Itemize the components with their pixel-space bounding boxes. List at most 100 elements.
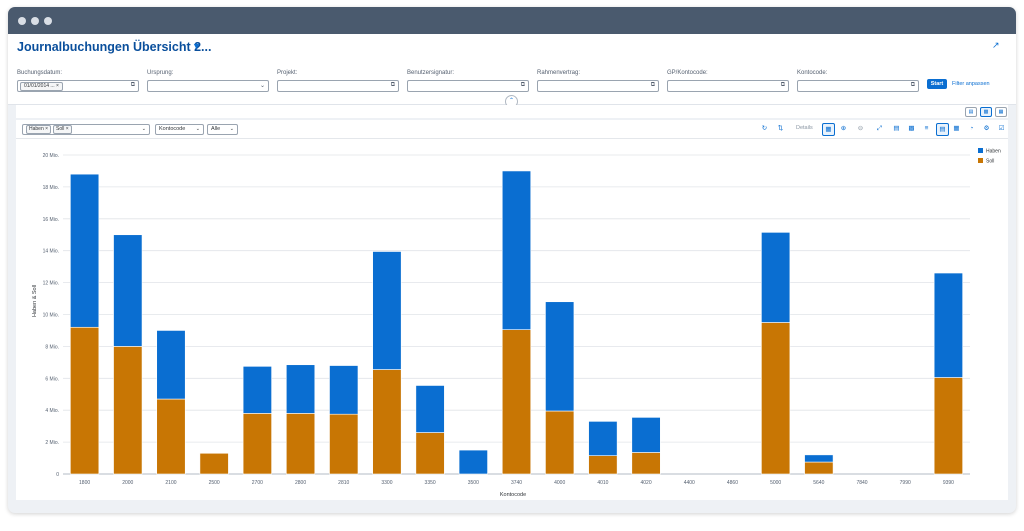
chart-view-icon[interactable]: ▩ xyxy=(980,107,992,117)
framework-contract-input[interactable]: ⧉ xyxy=(537,80,659,92)
bar-haben-3350[interactable] xyxy=(415,385,445,433)
bar-soll-4020[interactable] xyxy=(631,452,661,475)
filter-label: Kontocode: xyxy=(797,70,828,76)
chart-legend[interactable]: Haben Soll xyxy=(978,148,1001,165)
bar-soll-2000[interactable] xyxy=(113,346,143,475)
x-tick-label: 4020 xyxy=(641,480,652,486)
window-maximize-dot[interactable] xyxy=(44,17,52,25)
drill-icon[interactable]: ↻ xyxy=(761,125,768,132)
bar-haben-2100[interactable] xyxy=(156,330,186,400)
bar-haben-4020[interactable] xyxy=(631,417,661,453)
settings-icon[interactable]: ⚙ xyxy=(983,125,990,132)
x-axis-label: Kontocode xyxy=(500,492,526,498)
chevron-down-icon[interactable]: ⌄ xyxy=(141,126,146,132)
chart-table-view-icon[interactable]: ▦ xyxy=(995,107,1007,117)
bar-haben-3740[interactable] xyxy=(501,170,532,330)
origin-select[interactable]: ⌄ xyxy=(147,80,269,92)
bar-soll-2700[interactable] xyxy=(242,413,272,475)
bar-soll-2800[interactable] xyxy=(285,413,316,475)
dimension-select[interactable]: Kontocode ⌄ xyxy=(155,124,204,135)
sort-icon[interactable]: ⇅ xyxy=(777,125,784,132)
measure-token[interactable]: Haben × xyxy=(26,125,52,134)
bar-soll-3350[interactable] xyxy=(415,432,445,475)
chart-bars xyxy=(70,170,963,475)
account-code-input[interactable]: ⧉ xyxy=(797,80,919,92)
bar-soll-2500[interactable] xyxy=(199,452,229,475)
measure-select[interactable]: Haben × Soll × ⌄ xyxy=(22,124,150,135)
page-title[interactable]: Journalbuchungen Übersicht 2... xyxy=(17,40,212,54)
stacked-column-icon[interactable]: ▦ xyxy=(953,125,960,132)
bp-account-input[interactable]: ⧉ xyxy=(667,80,789,92)
chevron-down-icon[interactable]: ⌄ xyxy=(229,126,234,132)
scope-value: Alle xyxy=(211,126,221,132)
bar-soll-3300[interactable] xyxy=(372,369,402,475)
bar-haben-9390[interactable] xyxy=(933,272,963,378)
window-minimize-dot[interactable] xyxy=(31,17,39,25)
bar-soll-3740[interactable] xyxy=(501,329,532,475)
bar-haben-3500[interactable] xyxy=(458,449,488,475)
chevron-down-icon[interactable]: ⌄ xyxy=(195,126,200,132)
bar-haben-4000[interactable] xyxy=(545,301,575,412)
chevron-down-icon[interactable]: ▼ xyxy=(192,41,201,51)
bar-haben-2700[interactable] xyxy=(242,366,272,414)
legend-label[interactable]: Soll xyxy=(986,159,994,165)
legend-swatch[interactable] xyxy=(978,158,983,163)
bar-soll-9390[interactable] xyxy=(933,377,963,475)
donut-icon[interactable]: ◔ xyxy=(969,125,974,132)
measure-token[interactable]: Soll × xyxy=(53,125,72,134)
legend-swatch[interactable] xyxy=(978,148,983,153)
filter-token[interactable]: 01/01/2014 ... × xyxy=(20,82,63,91)
legend-label[interactable]: Haben xyxy=(986,149,1001,155)
bar-soll-2100[interactable] xyxy=(156,398,186,475)
project-input[interactable]: ⧉ xyxy=(277,80,399,92)
y-tick-label: 8 Mio. xyxy=(45,344,59,350)
bar-haben-4010[interactable] xyxy=(588,421,618,456)
column-chart-icon[interactable]: ▩ xyxy=(908,125,915,132)
bar-haben-5640[interactable] xyxy=(804,454,834,463)
filter-label: Projekt: xyxy=(277,70,298,76)
x-tick-label: 3300 xyxy=(381,480,392,486)
bar-haben-2800[interactable] xyxy=(285,364,316,414)
value-help-icon[interactable]: ⧉ xyxy=(650,82,655,88)
table-view-icon[interactable]: ▤ xyxy=(965,107,977,117)
start-button[interactable]: Start xyxy=(927,79,947,89)
bar-soll-2810[interactable] xyxy=(329,413,359,475)
legend-icon[interactable]: ▦ xyxy=(822,123,835,136)
window-close-dot[interactable] xyxy=(18,17,26,25)
bar-haben-1800[interactable] xyxy=(70,173,100,328)
bar-soll-1800[interactable] xyxy=(70,326,100,475)
details-button[interactable]: Details xyxy=(796,125,813,131)
y-axis-ticks: 0 2 Mio. 4 Mio. 6 Mio. 8 Mio. 10 Mio. 12 Mio. 1… xyxy=(43,153,60,478)
value-help-icon[interactable]: ⧉ xyxy=(780,82,785,88)
bar-soll-4000[interactable] xyxy=(545,410,575,475)
scope-select[interactable]: Alle ⌄ xyxy=(207,124,238,135)
fullscreen-icon[interactable]: ⤢ xyxy=(876,125,883,132)
y-tick-label: 2 Mio. xyxy=(45,440,59,446)
bar-horizontal-icon[interactable]: ≡ xyxy=(924,125,929,132)
value-help-icon[interactable]: ⧉ xyxy=(390,82,395,88)
chevron-down-icon[interactable]: ⌄ xyxy=(259,83,265,89)
checklist-icon[interactable]: ☑ xyxy=(998,125,1005,132)
bar-haben-2810[interactable] xyxy=(329,365,359,415)
value-help-icon[interactable]: ⧉ xyxy=(130,82,135,88)
user-signature-input[interactable]: ⧉ xyxy=(407,80,529,92)
bar-haben-3300[interactable] xyxy=(372,251,402,370)
share-icon[interactable]: ↗ xyxy=(992,40,1000,50)
date-filter-input[interactable]: 01/01/2014 ... × ⧉ xyxy=(17,80,139,92)
bar-soll-5640[interactable] xyxy=(804,461,834,475)
x-axis-ticks: 1800 2000 2100 2500 2700 2800 2810 3300 3350 3500… xyxy=(79,480,954,486)
value-help-icon[interactable]: ⧉ xyxy=(910,82,915,88)
bar-haben-2000[interactable] xyxy=(113,234,143,347)
bar-soll-5000[interactable] xyxy=(761,322,791,475)
stacked-bar-chart: 0 2 Mio. 4 Mio. 6 Mio. 8 Mio. 10 Mio. 12 Mio. 1… xyxy=(32,148,1001,498)
chart-toolbar: Haben × Soll × ⌄ Kontocode ⌄ Alle ⌄ ↻ ⇅ D… xyxy=(16,120,1008,139)
bar-chart-icon[interactable]: ▤ xyxy=(893,125,900,132)
bar-soll-4010[interactable] xyxy=(588,455,618,475)
y-tick-label: 6 Mio. xyxy=(45,376,59,382)
zoom-out-icon[interactable]: ⊖ xyxy=(857,125,864,132)
adapt-filter-link[interactable]: Filter anpassen xyxy=(952,81,990,87)
stacked-bar-icon[interactable]: ▤ xyxy=(936,123,949,136)
value-help-icon[interactable]: ⧉ xyxy=(520,82,525,88)
zoom-in-icon[interactable]: ⊕ xyxy=(840,125,847,132)
bar-haben-5000[interactable] xyxy=(761,232,791,323)
